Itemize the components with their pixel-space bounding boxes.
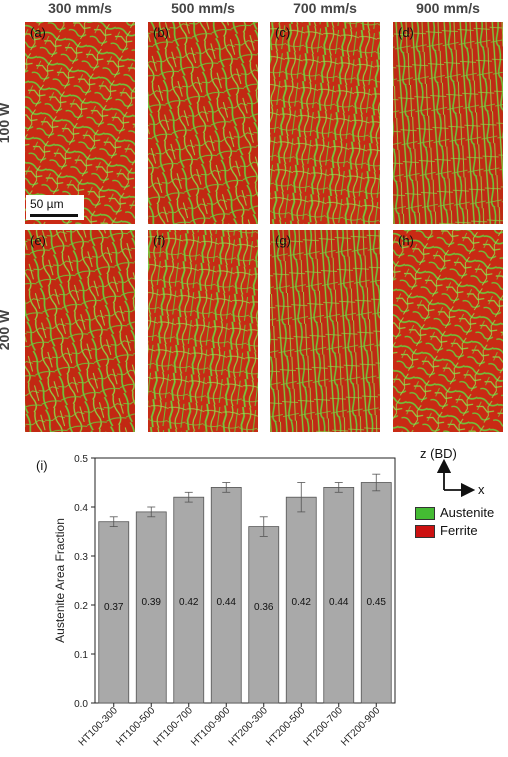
micrograph-panel-g: (g) <box>270 230 380 432</box>
y-tick-label: 0.5 <box>74 454 88 465</box>
x-axis-label: x <box>478 482 485 497</box>
chart-panel-label: (i) <box>36 458 48 473</box>
x-tick-label: HT100-900 <box>189 705 232 748</box>
panel-label: (g) <box>275 233 291 248</box>
panel-label: (b) <box>153 25 169 40</box>
bar-value-label: 0.45 <box>367 597 387 608</box>
bar-value-label: 0.44 <box>217 597 237 608</box>
legend-label-austenite: Austenite <box>440 505 495 520</box>
micrograph-panel-e: (e) <box>25 230 135 432</box>
coordinate-axes-indicator: z (BD) x <box>420 446 485 497</box>
legend-swatch-austenite <box>415 507 435 521</box>
col-header-500: 500 mm/s <box>171 0 235 16</box>
y-tick-label: 0.1 <box>74 650 88 661</box>
panel-label: (a) <box>30 25 46 40</box>
legend-austenite: Austenite <box>415 505 495 521</box>
scale-bar-label: 50 µm <box>30 197 64 211</box>
micrograph-panel-a: (a) 50 µm <box>25 22 135 224</box>
y-axis-label: Austenite Area Fraction <box>53 518 67 643</box>
bar-HT200-900 <box>360 482 392 704</box>
panel-label: (c) <box>275 25 291 40</box>
x-tick-label: HT200-700 <box>302 705 345 748</box>
bar-value-label: 0.42 <box>292 597 312 608</box>
bar-value-label: 0.37 <box>104 602 124 613</box>
y-tick-label: 0.4 <box>74 503 88 514</box>
bar-HT200-700 <box>323 487 355 704</box>
bar-HT200-500 <box>285 496 317 704</box>
bar-HT200-300 <box>248 526 280 704</box>
panel-label: (f) <box>153 233 166 248</box>
bar-HT100-300 <box>98 521 130 704</box>
micrograph-panel-h: (h) <box>393 230 503 432</box>
legend-swatch-ferrite <box>415 525 435 539</box>
y-tick-label: 0.3 <box>74 552 88 563</box>
micrograph-panel-d: (d) <box>393 22 503 224</box>
bar-value-label: 0.36 <box>254 602 274 613</box>
x-tick-label: HT200-300 <box>227 705 270 748</box>
x-tick-label: HT100-500 <box>114 705 157 748</box>
bar-value-label: 0.39 <box>142 597 162 608</box>
row-header-100w: 100 W <box>0 103 13 144</box>
x-tick-label: HT200-500 <box>264 705 307 748</box>
col-header-900: 900 mm/s <box>416 0 480 16</box>
micrograph-panel-c: (c) <box>270 22 380 224</box>
y-tick-label: 0.0 <box>74 699 88 710</box>
bar-value-label: 0.42 <box>179 597 199 608</box>
col-header-300: 300 mm/s <box>48 0 112 16</box>
bar-HT100-900 <box>210 487 242 704</box>
legend-label-ferrite: Ferrite <box>440 523 478 538</box>
scale-bar <box>30 214 78 217</box>
micrograph-panel-b: (b) <box>148 22 258 224</box>
y-tick-label: 0.2 <box>74 601 88 612</box>
panel-label: (h) <box>398 233 414 248</box>
x-tick-label: HT100-700 <box>152 705 195 748</box>
austenite-fraction-chart: (i) 0.0 0.1 0.2 0.3 0.4 0.5 Austenite Area Fra… <box>36 454 396 748</box>
panel-label: (d) <box>398 25 414 40</box>
col-header-700: 700 mm/s <box>293 0 357 16</box>
x-tick-label: HT200-900 <box>339 705 382 748</box>
panel-label: (e) <box>30 233 46 248</box>
micrograph-panel-f: (f) <box>148 230 258 432</box>
legend-ferrite: Ferrite <box>415 523 478 539</box>
row-header-200w: 200 W <box>0 310 13 351</box>
bar-value-label: 0.44 <box>329 597 349 608</box>
z-axis-label: z (BD) <box>420 446 457 461</box>
plot-frame <box>94 457 396 704</box>
x-tick-label: HT100-300 <box>77 705 120 748</box>
